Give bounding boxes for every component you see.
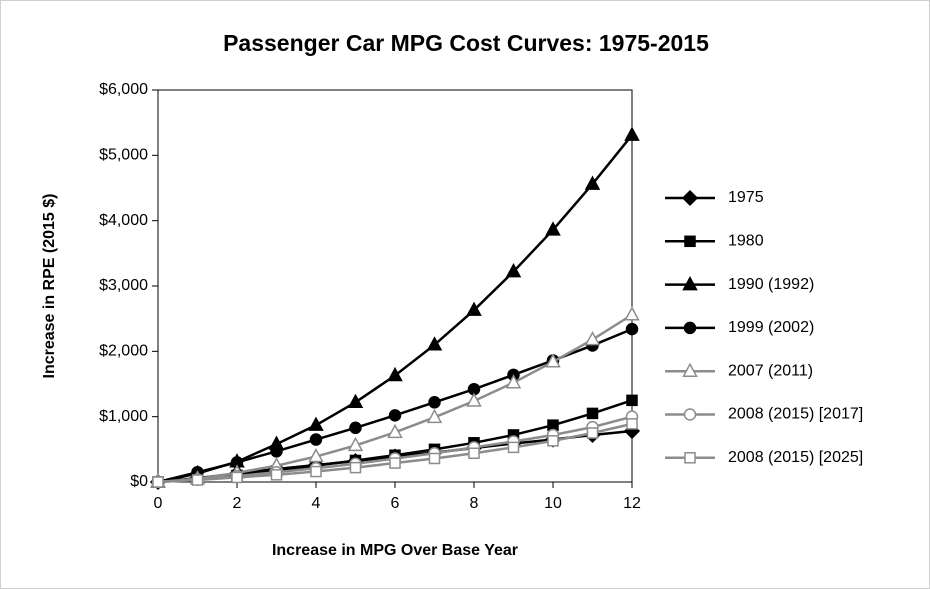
- legend-marker: [684, 452, 696, 464]
- y-tick-label: $3,000: [99, 277, 148, 294]
- data-point: [191, 474, 204, 486]
- data-point: [626, 418, 638, 430]
- data-point: [310, 465, 322, 478]
- data-point: [428, 452, 441, 465]
- data-point: [586, 427, 599, 439]
- y-axis-label: Increase in RPE (2015 $): [41, 194, 58, 379]
- data-point: [270, 469, 283, 481]
- data-point: [505, 374, 522, 389]
- y-tick-label: $6,000: [99, 81, 148, 98]
- data-point: [547, 419, 559, 431]
- chart-title: Passenger Car MPG Cost Curves: 1975-2015: [223, 30, 709, 56]
- data-point: [584, 175, 601, 190]
- data-point: [466, 301, 482, 316]
- x-tick-label: 0: [154, 495, 163, 512]
- legend-label: 2008 (2015) [2025]: [728, 449, 863, 466]
- data-point: [428, 396, 441, 409]
- x-tick-label: 8: [470, 495, 479, 512]
- x-tick-label: 6: [391, 495, 400, 512]
- data-point: [270, 445, 283, 458]
- data-point: [309, 433, 323, 446]
- data-point: [626, 394, 638, 407]
- legend-label: 2007 (2011): [728, 362, 813, 379]
- x-tick-label: 4: [312, 495, 321, 512]
- y-tick-label: $4,000: [99, 212, 148, 229]
- legend-label: 1975: [728, 189, 764, 206]
- data-point: [152, 476, 164, 488]
- data-point: [624, 126, 640, 141]
- data-point: [387, 423, 403, 439]
- data-point: [624, 306, 640, 321]
- x-tick-label: 10: [544, 495, 562, 512]
- y-tick-label: $5,000: [99, 147, 148, 164]
- data-point: [547, 435, 559, 447]
- legend-marker: [683, 408, 697, 421]
- legend-marker: [682, 276, 698, 291]
- data-point: [586, 407, 599, 420]
- data-point: [426, 408, 443, 424]
- data-point: [388, 409, 402, 422]
- data-point: [308, 416, 324, 431]
- x-tick-label: 12: [623, 495, 641, 512]
- data-point: [545, 353, 561, 368]
- x-tick-label: 2: [233, 495, 242, 512]
- data-point: [349, 461, 362, 474]
- legend-marker: [684, 235, 696, 248]
- data-point: [584, 330, 601, 346]
- data-point: [468, 447, 480, 460]
- y-tick-label: $2,000: [99, 343, 148, 360]
- data-point: [231, 471, 243, 484]
- data-point: [507, 441, 520, 454]
- data-point: [545, 221, 561, 236]
- legend-label: 1980: [728, 233, 764, 250]
- legend-label: 1999 (2002): [728, 319, 814, 336]
- y-tick-label: $1,000: [99, 408, 148, 425]
- legend-label: 1990 (1992): [728, 276, 814, 293]
- data-point: [389, 457, 401, 469]
- data-point: [308, 447, 324, 463]
- legend-marker: [682, 362, 698, 377]
- y-tick-label: $0: [130, 473, 148, 490]
- data-point: [505, 263, 522, 278]
- legend-marker: [681, 189, 699, 207]
- data-point: [466, 392, 482, 407]
- data-point: [426, 336, 443, 351]
- legend-marker: [683, 321, 697, 335]
- x-axis-label: Increase in MPG Over Base Year: [272, 542, 518, 559]
- data-point: [387, 366, 403, 382]
- data-point: [347, 436, 364, 452]
- data-point: [349, 421, 362, 435]
- data-point: [347, 393, 364, 409]
- data-point: [625, 322, 639, 336]
- legend-label: 2008 (2015) [2017]: [728, 406, 863, 423]
